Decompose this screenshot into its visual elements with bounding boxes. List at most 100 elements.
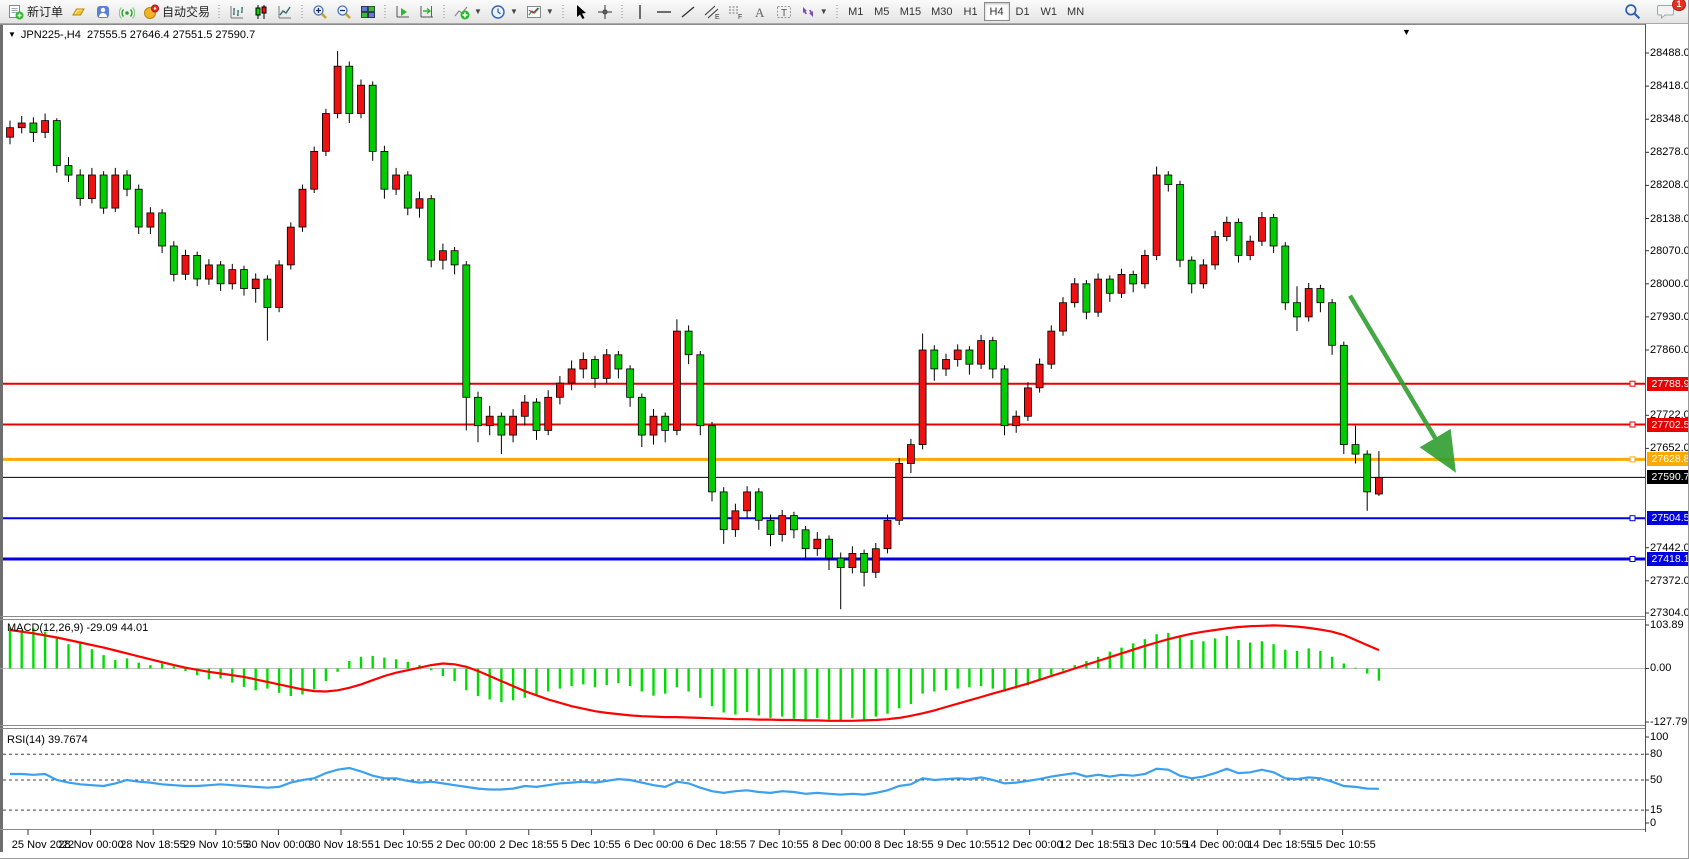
zoom-in-button[interactable]	[308, 2, 332, 22]
indicators-button[interactable]: ▼	[450, 2, 486, 22]
periods-button[interactable]: ▼	[486, 2, 522, 22]
chart-ohlc-values: 27555.5 27646.4 27551.5 27590.7	[86, 29, 256, 41]
bar-chart-button[interactable]	[225, 2, 249, 22]
signals-button[interactable]	[115, 2, 139, 22]
candle	[64, 165, 73, 176]
candle	[1141, 254, 1149, 285]
community-button[interactable]	[91, 2, 115, 22]
candle	[602, 354, 611, 379]
timeframe-m15-button[interactable]: M15	[895, 2, 926, 21]
candle	[1328, 302, 1336, 346]
candle	[251, 278, 260, 290]
candle	[263, 278, 272, 308]
equidistant-channel-button[interactable]: E	[700, 2, 724, 22]
timeframe-m30-button[interactable]: M30	[926, 2, 957, 21]
rsi-tick-label: 100	[1650, 731, 1669, 743]
timeframe-h4-button[interactable]: H4	[983, 2, 1010, 21]
candle	[41, 120, 49, 133]
price-badge-27418.1: 27418.1	[1647, 552, 1688, 566]
fibonacci-button[interactable]: F	[724, 2, 748, 22]
new-order-icon	[8, 4, 24, 20]
candle	[76, 174, 85, 200]
text-label-icon: T	[776, 4, 792, 20]
notification-badge[interactable]: 1	[1672, 0, 1686, 11]
hline-handle[interactable]	[1629, 515, 1636, 522]
candle	[1059, 302, 1067, 332]
timeframe-mn-button[interactable]: MN	[1062, 2, 1089, 21]
macd-signal-line	[9, 624, 1380, 722]
tile-windows-button[interactable]	[356, 2, 380, 22]
auto-scroll-icon	[395, 4, 411, 20]
candle	[813, 538, 822, 550]
candle	[1222, 221, 1231, 237]
candle	[977, 340, 985, 365]
timeframe-m1-button[interactable]: M1	[843, 2, 869, 21]
timeframe-w1-button[interactable]: W1	[1036, 2, 1063, 21]
candle	[52, 120, 61, 166]
candle	[111, 174, 120, 209]
rsi-indicator-label: RSI(14) 39.7674	[7, 734, 88, 746]
hline-handle[interactable]	[1629, 421, 1636, 428]
candle	[1293, 302, 1301, 318]
time-axis-label: 28 Nov 18:55	[120, 839, 186, 851]
chart-shift-button[interactable]	[415, 2, 439, 22]
price-tick-label: 27372.0	[1650, 575, 1689, 587]
market-button[interactable]	[67, 2, 91, 22]
candle	[1269, 217, 1278, 247]
candle	[754, 491, 763, 521]
toolbar-separator	[216, 2, 224, 21]
autotrading-button[interactable]: 自动交易	[139, 2, 214, 22]
auto-scroll-button[interactable]	[391, 2, 415, 22]
candle	[1024, 387, 1032, 417]
horizontal-line-button[interactable]	[652, 2, 676, 22]
search-button[interactable]	[1620, 2, 1645, 22]
cursor-button[interactable]	[569, 2, 593, 22]
toolbar-separator	[559, 2, 567, 21]
hline-handle[interactable]	[1629, 556, 1636, 562]
price-tick-label: 27442.0	[1650, 542, 1689, 554]
candle	[1105, 278, 1114, 294]
candle	[848, 553, 857, 569]
hline-handle[interactable]	[1629, 380, 1636, 387]
autotrading-label: 自动交易	[162, 5, 211, 19]
candle	[614, 354, 623, 370]
timeframe-d1-button[interactable]: D1	[1010, 2, 1036, 21]
templates-button[interactable]: ▼	[522, 2, 558, 22]
hline-handle[interactable]	[1629, 456, 1636, 463]
time-axis-label: 8 Dec 00:00	[812, 839, 872, 851]
chart-area[interactable]: ▼ JPN225-,H4 27555.5 27646.4 27551.5 2759…	[0, 24, 1689, 858]
candle	[134, 188, 143, 228]
price-tick-label: 27930.0	[1650, 311, 1689, 323]
line-chart-button[interactable]	[273, 2, 297, 22]
timeframe-h1-button[interactable]: H1	[958, 2, 984, 21]
new-order-button[interactable]: 新订单	[4, 2, 67, 22]
timeframe-m5-button[interactable]: M5	[869, 2, 895, 21]
arrows-button[interactable]: ▼	[796, 2, 832, 22]
text-label-button[interactable]: T	[772, 2, 796, 22]
time-axis-label: 5 Dec 10:55	[561, 839, 621, 851]
trend-arrow[interactable]	[1348, 294, 1456, 473]
rsi-tick-label: 15	[1650, 804, 1663, 816]
candlestick-chart-icon	[253, 4, 269, 20]
chart-shift-marker[interactable]: ▼	[1402, 27, 1411, 37]
candle	[544, 396, 553, 431]
crosshair-button[interactable]	[593, 2, 617, 22]
zoom-out-button[interactable]	[332, 2, 356, 22]
candle	[1047, 330, 1056, 365]
time-axis-label: 2 Dec 00:00	[436, 839, 496, 851]
candle	[474, 396, 482, 427]
candle	[216, 264, 225, 285]
trendline-button[interactable]	[676, 2, 700, 22]
candlestick-chart-button[interactable]	[249, 2, 273, 22]
candle	[942, 359, 950, 370]
bar-chart-icon	[229, 4, 245, 20]
text-button[interactable]: A	[748, 2, 772, 22]
time-axis-label: 2 Dec 18:55	[499, 839, 559, 851]
chart-collapse-icon[interactable]: ▼	[8, 30, 16, 39]
candle	[357, 84, 365, 115]
candle	[1211, 236, 1219, 266]
candle	[556, 382, 564, 398]
vertical-line-button[interactable]	[628, 2, 652, 22]
candle	[310, 151, 319, 190]
